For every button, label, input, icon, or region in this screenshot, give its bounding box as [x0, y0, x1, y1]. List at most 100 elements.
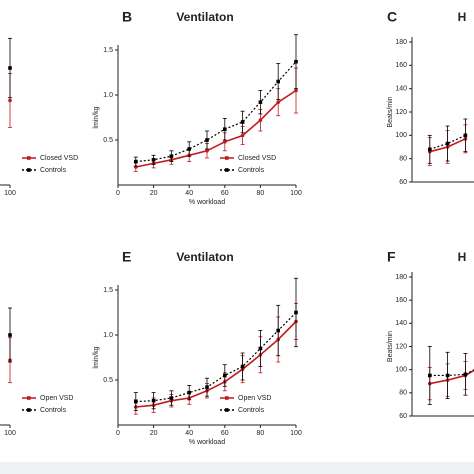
legend-marker — [27, 396, 31, 400]
point — [445, 373, 450, 378]
x-axis-label: % workload — [189, 439, 225, 446]
point — [276, 79, 280, 84]
y-tick-label: 1.0 — [103, 92, 113, 99]
y-tick-label: 100 — [395, 132, 407, 139]
x-tick-label: 80 — [257, 430, 265, 437]
y-tick-label: 160 — [395, 62, 407, 69]
series-line — [135, 320, 297, 408]
point — [258, 346, 263, 351]
legend-label: Open VSD — [238, 395, 271, 402]
point — [294, 310, 298, 315]
point — [134, 159, 138, 164]
chart-title: H — [458, 250, 467, 264]
point — [240, 364, 245, 369]
x-tick-label: 80 — [257, 190, 265, 197]
series-line — [135, 61, 297, 163]
point — [151, 398, 156, 403]
series-line — [429, 369, 474, 385]
x-tick-label: 100 — [290, 190, 302, 197]
point — [205, 138, 209, 142]
chart-title: Ventilaton — [176, 10, 233, 24]
point — [134, 399, 138, 404]
x-tick-label: 60 — [221, 430, 229, 437]
point — [240, 133, 245, 138]
chart-title: Ventilaton — [176, 250, 233, 264]
point — [187, 147, 191, 151]
y-tick-label: 80 — [399, 156, 407, 163]
y-tick-label: 0.5 — [103, 377, 113, 384]
y-tick-label: 180 — [395, 39, 407, 46]
y-tick-label: 1.5 — [103, 287, 113, 294]
x-tick-label: 0 — [116, 190, 120, 197]
x-axis-label: % workload — [189, 199, 225, 206]
y-tick-label: 120 — [395, 343, 407, 350]
legend-marker — [225, 408, 229, 412]
point — [463, 133, 468, 138]
chart-title: H — [458, 10, 467, 24]
x-tick-label: 20 — [150, 430, 158, 437]
point — [445, 141, 450, 146]
y-tick-label: 100 — [395, 367, 407, 374]
point — [205, 149, 209, 153]
y-axis-label: lmin/kg — [93, 346, 100, 368]
point — [223, 127, 227, 131]
point — [463, 372, 468, 377]
point — [428, 147, 432, 152]
y-tick-label: 1.0 — [103, 332, 113, 339]
point — [169, 154, 174, 158]
y-axis-label: Beats/min — [387, 331, 394, 362]
point — [169, 396, 174, 400]
legend-marker — [225, 396, 229, 400]
legend-marker — [27, 156, 31, 160]
panel-label: E — [122, 249, 131, 265]
point — [276, 328, 280, 333]
legend-label: Closed VSD — [238, 155, 276, 162]
point — [223, 140, 227, 144]
y-tick-label: 180 — [395, 274, 407, 281]
y-tick-label: 60 — [399, 179, 407, 186]
legend-label: Open VSD — [40, 395, 73, 402]
y-tick-label: 80 — [399, 390, 407, 397]
x-tick-label: 0 — [116, 430, 120, 437]
x-tick-label: 100 — [290, 430, 302, 437]
legend-label: Closed VSD — [40, 155, 78, 162]
panel-label: F — [387, 249, 396, 265]
panel-label: C — [387, 9, 397, 25]
y-tick-label: 160 — [395, 297, 407, 304]
point — [294, 59, 298, 64]
point — [205, 385, 209, 389]
point — [187, 390, 191, 395]
x-tick-label: 100 — [4, 190, 16, 197]
y-tick-label: 0.5 — [103, 137, 113, 144]
y-axis-label: lmin/kg — [93, 106, 100, 128]
legend-marker — [27, 408, 31, 412]
legend-label: Controls — [238, 407, 265, 414]
series-line — [135, 89, 297, 168]
x-tick-label: 100 — [4, 430, 16, 437]
point — [258, 118, 263, 122]
y-tick-label: 1.5 — [103, 47, 113, 54]
legend-label: Controls — [238, 167, 265, 174]
panel-label: B — [122, 9, 132, 25]
x-tick-label: 20 — [150, 190, 158, 197]
point — [428, 373, 432, 378]
y-tick-label: 120 — [395, 109, 407, 116]
x-tick-label: 60 — [221, 190, 229, 197]
y-tick-label: 140 — [395, 320, 407, 327]
x-tick-label: 40 — [185, 190, 193, 197]
x-tick-label: 40 — [185, 430, 193, 437]
legend-marker — [225, 168, 229, 172]
point — [8, 333, 12, 337]
footer-strip — [0, 462, 474, 474]
point — [276, 100, 281, 104]
legend-marker — [225, 156, 229, 160]
point — [8, 98, 12, 103]
point — [240, 120, 245, 124]
point — [294, 88, 298, 93]
point — [151, 158, 156, 162]
y-axis-label: Beats/min — [387, 96, 394, 127]
series-line — [135, 312, 297, 403]
y-tick-label: 140 — [395, 86, 407, 93]
